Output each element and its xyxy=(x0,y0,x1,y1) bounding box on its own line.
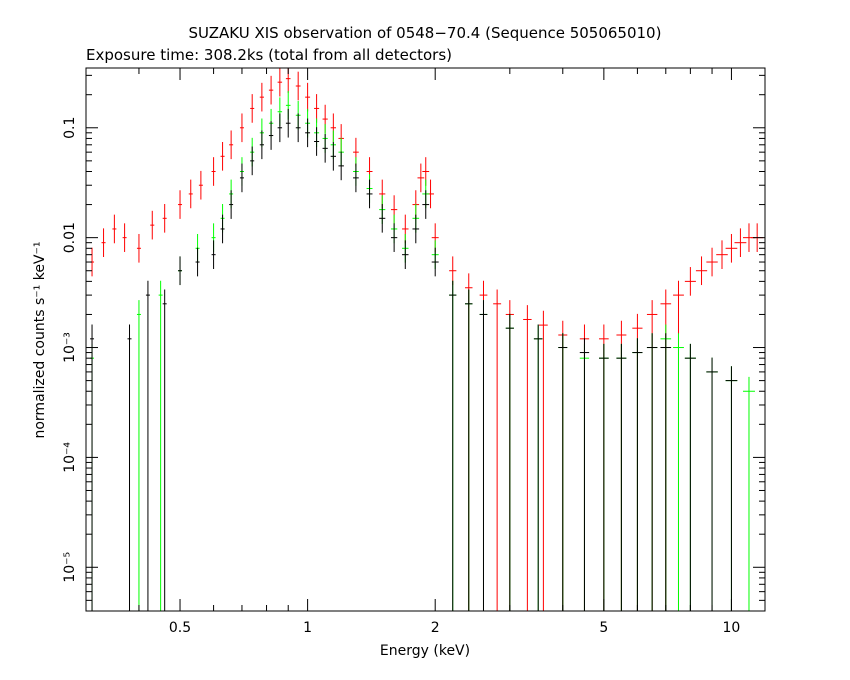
y-axis-label: normalized counts s⁻¹ keV⁻¹ xyxy=(32,241,48,438)
series-layer xyxy=(90,68,764,611)
plot-frame xyxy=(85,67,766,612)
ticks-layer: 0.5 1 2 5 10 0.1 0.01 10⁻³ 10⁻⁴ 10⁻⁵ xyxy=(62,68,765,636)
chart-subtitle: Exposure time: 308.2ks (total from all d… xyxy=(86,46,452,64)
x-tick-label: 5 xyxy=(599,620,608,636)
y-tick-label: 0.1 xyxy=(62,117,78,139)
x-tick-label: 2 xyxy=(431,620,440,636)
x-tick-label: 10 xyxy=(723,620,741,636)
y-tick-label: 10⁻³ xyxy=(62,332,78,363)
x-axis-label: Energy (keV) xyxy=(380,643,470,659)
x-tick-label: 0.5 xyxy=(169,620,191,636)
y-tick-label: 10⁻⁵ xyxy=(62,552,78,583)
chart-title: SUZAKU XIS observation of 0548−70.4 (Seq… xyxy=(189,24,662,42)
data-series xyxy=(90,108,738,611)
x-tick-label: 1 xyxy=(303,620,312,636)
y-tick-label: 10⁻⁴ xyxy=(62,442,78,473)
y-tick-label: 0.01 xyxy=(62,222,78,253)
